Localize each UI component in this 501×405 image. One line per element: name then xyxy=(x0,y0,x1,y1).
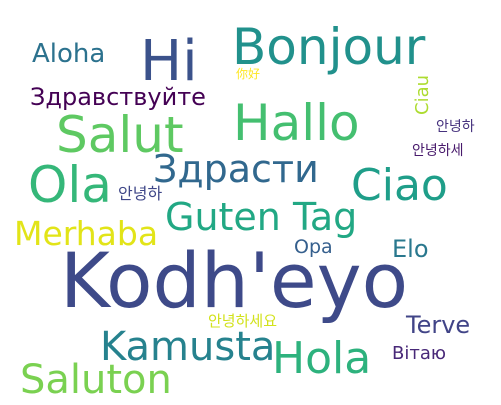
word-hallo: Hallo xyxy=(233,94,360,152)
word-hangul-2: 안녕하세 xyxy=(412,143,464,159)
word-ciao: Ciao xyxy=(351,160,448,211)
word-hangul-3: 안녕하 xyxy=(118,184,163,203)
word-bonjour: Bonjour xyxy=(232,18,426,76)
word-kamusta: Kamusta xyxy=(100,324,276,370)
word-opa: Opa xyxy=(294,236,333,258)
word-saluton: Saluton xyxy=(20,357,172,403)
word-zdrasti: Здрасти xyxy=(153,147,319,191)
word-hola: Hola xyxy=(272,333,372,384)
word-zdravstvuyte: Здравствуйте xyxy=(30,83,206,111)
word-hangul-4: 안녕하세요 xyxy=(208,312,278,330)
word-salut: Salut xyxy=(56,106,184,164)
word-kodheyo: Kodh'eyo xyxy=(60,236,409,325)
word-vitayu: Вітаю xyxy=(392,343,447,364)
word-guten-tag: Guten Tag xyxy=(165,195,358,239)
word-elo: Elo xyxy=(392,235,429,263)
word-ola: Ola xyxy=(28,156,112,214)
word-ciau: Ciau xyxy=(412,74,433,115)
word-terve: Terve xyxy=(406,311,471,339)
word-merhaba: Merhaba xyxy=(14,214,159,253)
word-aloha: Aloha xyxy=(32,39,106,69)
word-cjk-small: 你好 xyxy=(236,67,261,81)
word-hangul-1: 안녕하 xyxy=(436,119,475,135)
word-hi: Hi xyxy=(140,29,198,94)
